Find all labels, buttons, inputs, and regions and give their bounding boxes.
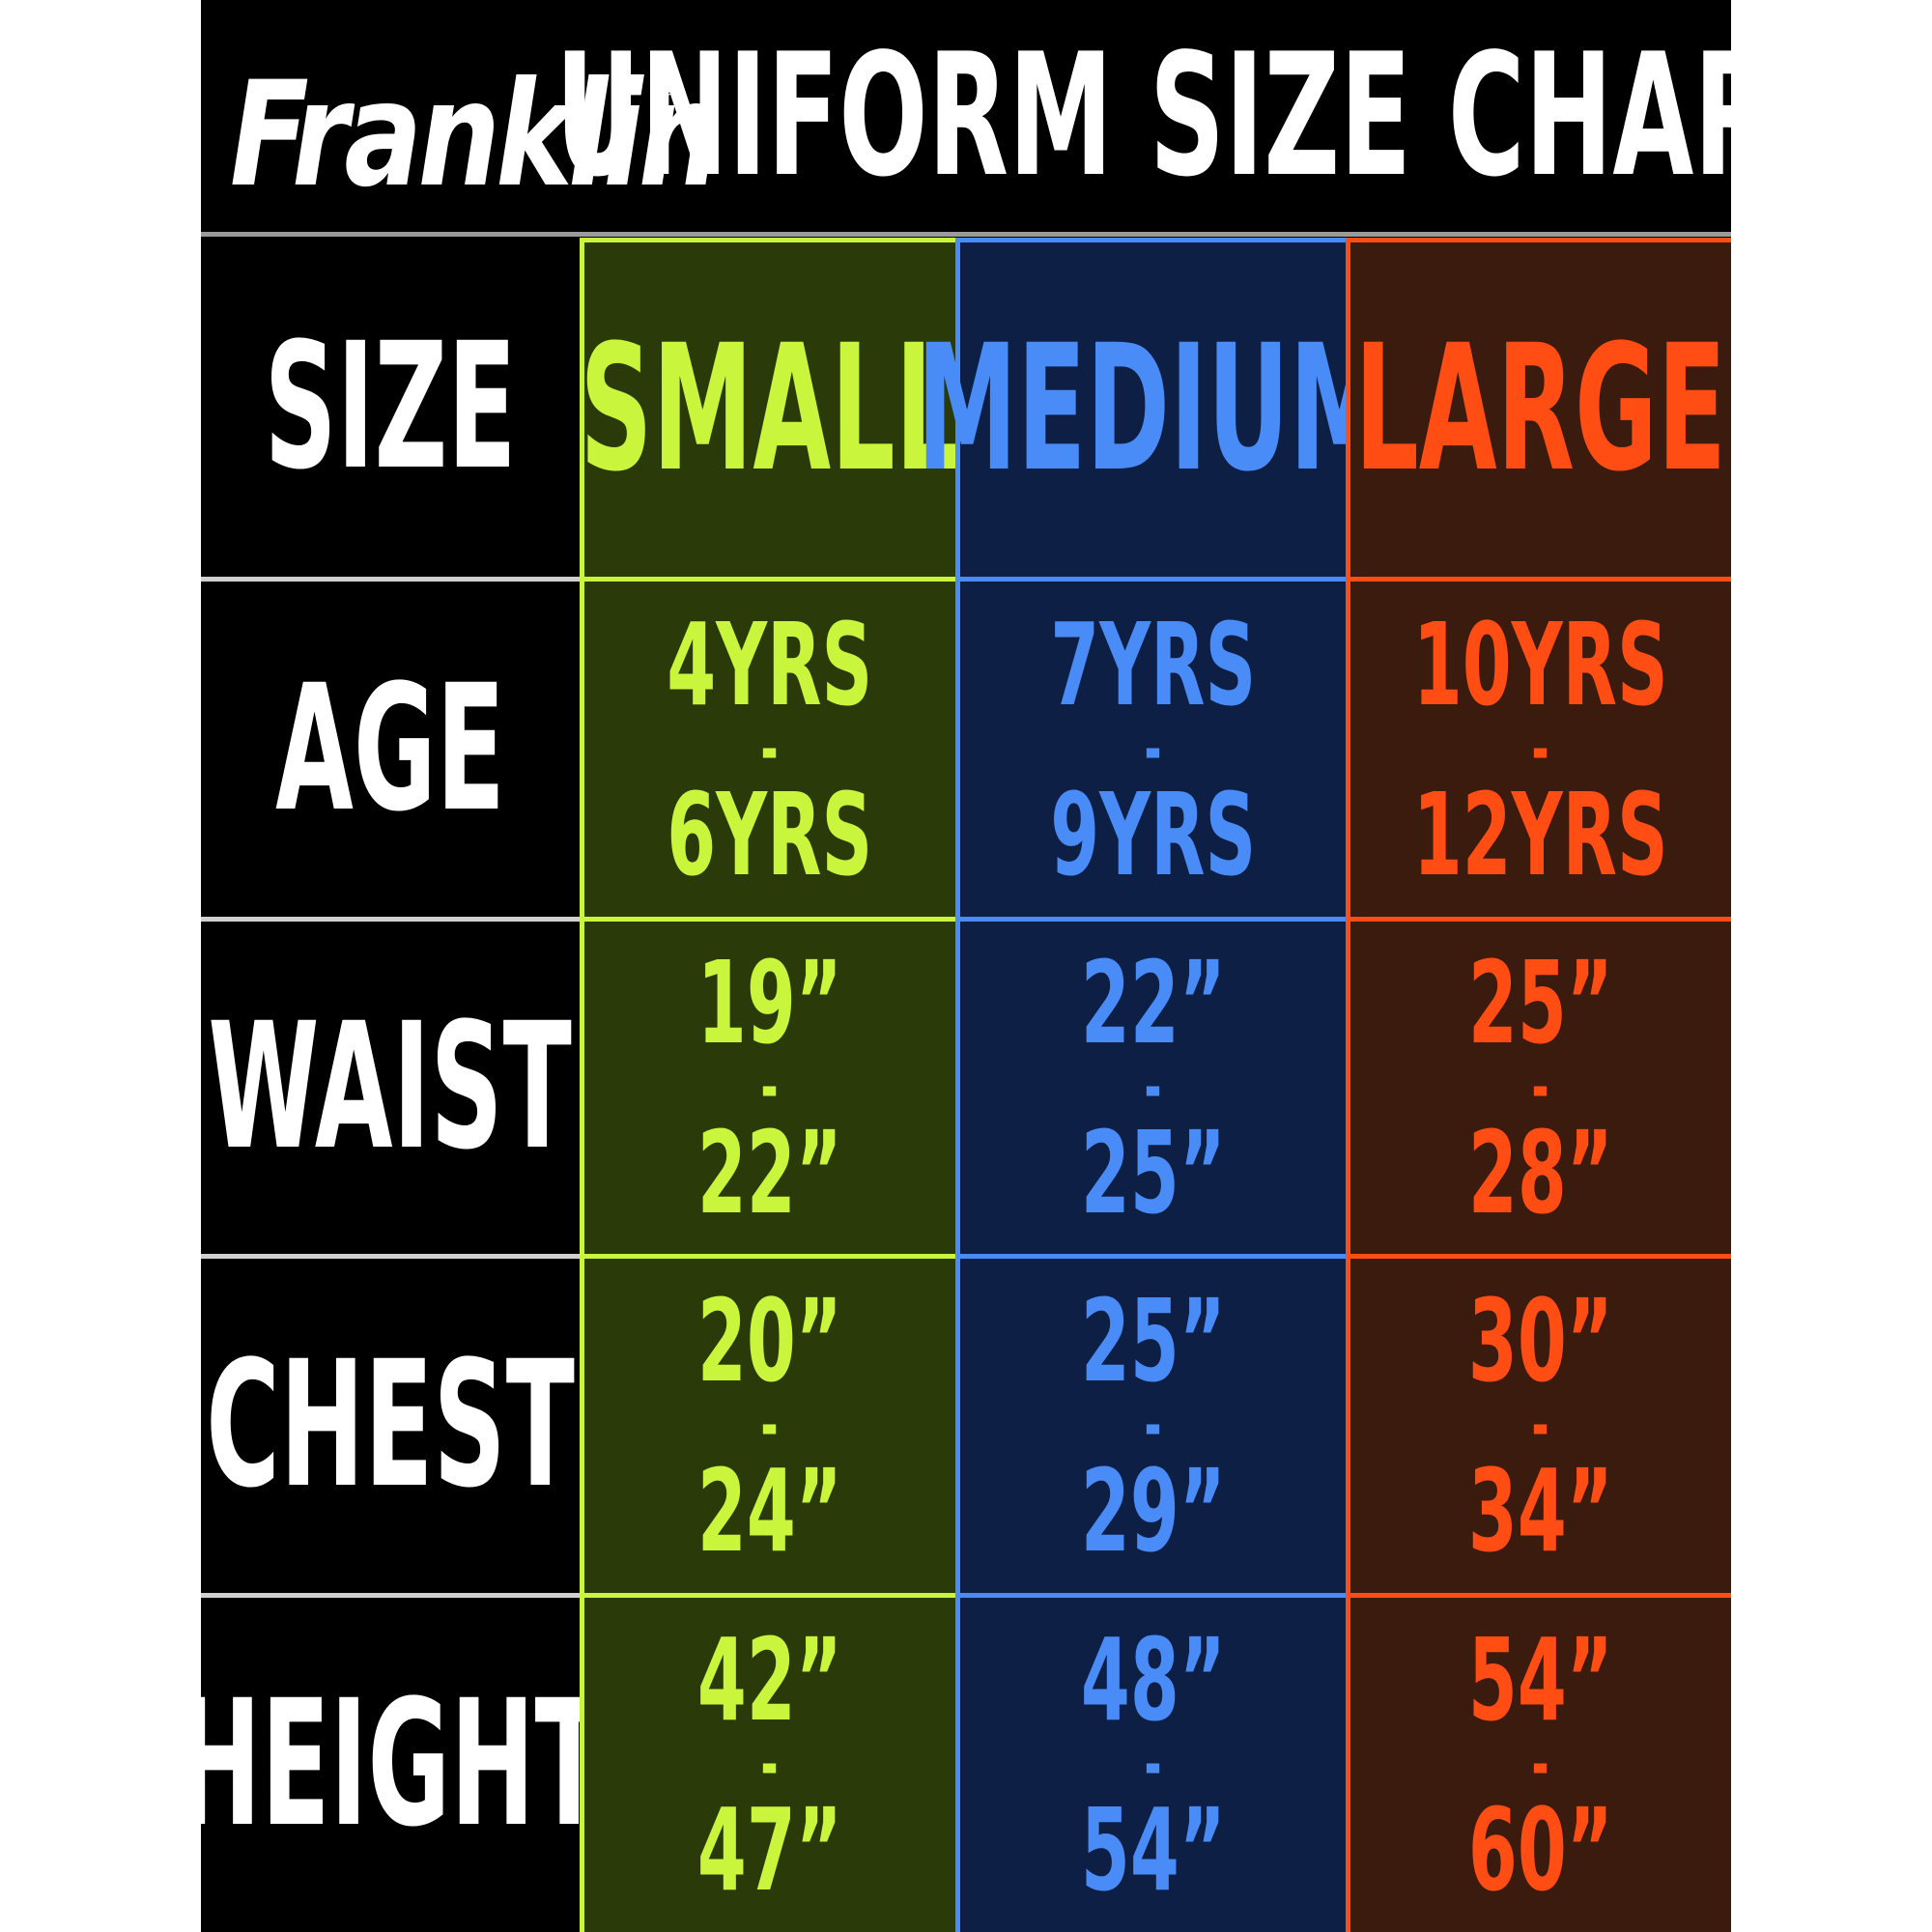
range-separator: -: [1144, 1048, 1162, 1127]
range-value: 7YRS: [1050, 597, 1256, 731]
range-separator: -: [760, 709, 780, 789]
header-rule: [201, 232, 1731, 237]
range-value: 47”: [697, 1783, 842, 1917]
column-label: MEDIUM: [916, 308, 1390, 510]
row-label: HEIGHT: [177, 1663, 604, 1865]
range-value: 9YRS: [1050, 767, 1256, 901]
range-value: 42”: [697, 1613, 842, 1747]
row-label: WAIST: [208, 986, 573, 1188]
column-label: LARGE: [1354, 308, 1727, 510]
range-separator: -: [760, 1048, 780, 1127]
range-value: 29”: [1080, 1444, 1226, 1577]
range-separator: -: [760, 1725, 780, 1804]
range-value: 4YRS: [667, 597, 873, 731]
range-separator: -: [1144, 1386, 1162, 1465]
size-cell: 10YRS -12YRS: [1346, 577, 1731, 917]
column-header: SMALL: [580, 238, 959, 577]
size-cell: 30” -34”: [1346, 1254, 1731, 1593]
size-cell: 48” -54”: [955, 1593, 1346, 1932]
range-separator: -: [1531, 1048, 1550, 1127]
size-cell: 7YRS -9YRS: [955, 577, 1346, 917]
row-header: HEIGHT: [177, 1593, 604, 1932]
column-label: SIZE: [264, 305, 517, 508]
range-value: 19”: [697, 936, 842, 1069]
range-separator: -: [1531, 1386, 1550, 1465]
column-header: MEDIUM: [917, 238, 1389, 577]
size-cell: 54” -60”: [1346, 1593, 1731, 1932]
range-value: 54”: [1468, 1613, 1613, 1747]
size-cell: 25” -28”: [1346, 917, 1731, 1254]
size-cell: 20” -24”: [580, 1254, 955, 1593]
column-header: SIZE: [201, 238, 580, 577]
range-value: 6YRS: [667, 767, 873, 901]
size-cell: 19” -22”: [580, 917, 955, 1254]
range-value: 54”: [1080, 1783, 1226, 1917]
range-value: 12YRS: [1413, 767, 1668, 901]
size-cell: 22” -25”: [955, 917, 1346, 1254]
range-value: 25”: [1468, 936, 1613, 1069]
range-value: 20”: [697, 1274, 842, 1407]
range-value: 25”: [1080, 1274, 1226, 1407]
title-text: UNIFORM SIZE CHART: [554, 17, 1841, 214]
size-cell: 4YRS -6YRS: [580, 577, 955, 917]
column-label: SMALL: [580, 308, 960, 510]
range-value: 30”: [1468, 1274, 1613, 1407]
range-separator: -: [760, 1386, 780, 1465]
column-header: LARGE: [1346, 238, 1731, 577]
row-header: CHEST: [201, 1254, 580, 1593]
row-header: WAIST: [201, 917, 580, 1254]
range-value: 28”: [1468, 1106, 1613, 1239]
range-separator: -: [1144, 709, 1162, 789]
range-value: 10YRS: [1413, 597, 1668, 731]
range-value: 24”: [697, 1444, 842, 1577]
logo: Franklin: [230, 39, 721, 232]
range-value: 22”: [1080, 936, 1226, 1069]
range-separator: -: [1531, 1725, 1550, 1804]
row-header: AGE: [201, 577, 580, 917]
row-label: AGE: [275, 647, 505, 850]
range-value: 22”: [697, 1106, 842, 1239]
row-label: CHEST: [206, 1324, 575, 1526]
range-value: 25”: [1080, 1106, 1226, 1239]
size-cell: 25” -29”: [955, 1254, 1346, 1593]
range-value: 60”: [1468, 1783, 1613, 1917]
range-value: 48”: [1080, 1613, 1226, 1747]
range-separator: -: [1144, 1725, 1162, 1804]
logo-text: Franklin: [230, 51, 721, 219]
registered-mark: ®: [657, 77, 676, 100]
range-separator: -: [1531, 709, 1550, 789]
title: UNIFORM SIZE CHART: [554, 18, 1840, 214]
size-cell: 42” -47”: [580, 1593, 955, 1932]
range-value: 34”: [1468, 1444, 1613, 1577]
